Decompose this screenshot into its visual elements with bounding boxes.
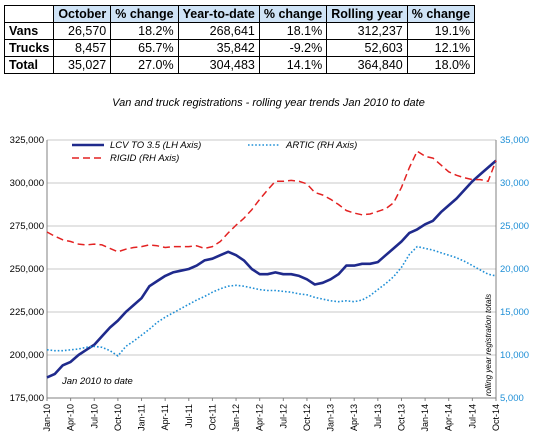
- y-tick-label: 250,000: [10, 264, 44, 275]
- x-tick-label: Apr-11: [160, 404, 170, 430]
- chart-title: Van and truck registrations - rolling ye…: [112, 97, 425, 109]
- chart-annotation: Jan 2010 to date: [61, 376, 133, 387]
- x-tick-label: Jul-11: [184, 404, 194, 428]
- x-tick-label: Jan-13: [326, 404, 336, 432]
- row-label: Total: [3, 56, 55, 74]
- x-tick-label: Jan-10: [42, 404, 52, 432]
- y2-tick-label: 5,000: [500, 393, 524, 404]
- y2-tick-label: 20,000: [500, 264, 529, 275]
- series-line-artic: [46, 245, 497, 357]
- table-cell: 8,457: [53, 39, 112, 57]
- y2-tick-label: 15,000: [500, 307, 529, 318]
- y2-tick-label: 35,000: [500, 135, 529, 146]
- table-cell: 268,641: [177, 22, 260, 40]
- x-tick-label: Jan-11: [137, 404, 147, 431]
- y-tick-label: 325,000: [10, 135, 44, 146]
- x-tick-label: Apr-13: [349, 404, 359, 431]
- table-cell: 18.0%: [406, 56, 476, 74]
- legend-label: RIGID (RH Axis): [110, 153, 179, 164]
- summary-table: October% change Year-to-date% change Rolli…: [3, 5, 476, 74]
- y-tick-label: 300,000: [10, 178, 44, 189]
- x-tick-label: Jan-12: [231, 404, 241, 432]
- table-cell: 65.7%: [110, 39, 179, 57]
- x-tick-label: Oct-13: [396, 404, 406, 431]
- table-cell: 18.1%: [258, 22, 328, 40]
- x-tick-label: Oct-11: [207, 404, 217, 430]
- table-corner: [3, 5, 55, 23]
- x-tick-label: Apr-14: [444, 404, 454, 431]
- y2-axis-label: rolling year registration totals: [484, 294, 493, 396]
- y-tick-label: 175,000: [10, 393, 44, 404]
- x-tick-label: Apr-12: [255, 404, 265, 431]
- y-tick-label: 275,000: [10, 221, 44, 232]
- series-line-lcv: [46, 159, 497, 379]
- table-cell: 14.1%: [258, 56, 328, 74]
- x-tick-label: Oct-14: [491, 404, 501, 431]
- x-tick-label: Oct-12: [302, 404, 312, 431]
- table-header: Year-to-date: [177, 5, 260, 23]
- table-cell: 27.0%: [110, 56, 179, 74]
- row-label: Vans: [3, 22, 55, 40]
- y2-tick-label: 25,000: [500, 221, 529, 232]
- x-tick-label: Jul-14: [467, 404, 477, 429]
- table-header: October: [53, 5, 112, 23]
- row-label: Trucks: [3, 39, 55, 57]
- x-tick-label: Oct-10: [113, 404, 123, 431]
- table-cell: 18.2%: [110, 22, 179, 40]
- x-tick-label: Jul-12: [278, 404, 288, 429]
- table-row: Total 35,027 27.0% 304,483 14.1% 364,840 18.0%: [3, 56, 476, 74]
- y2-tick-label: 10,000: [500, 350, 529, 361]
- x-tick-label: Jul-13: [373, 404, 383, 429]
- legend-label: ARTIC (RH Axis): [285, 140, 357, 151]
- table-cell: 52,603: [326, 39, 408, 57]
- x-tick-label: Apr-10: [66, 404, 76, 431]
- table-cell: 364,840: [326, 56, 408, 74]
- table-cell: 35,027: [53, 56, 112, 74]
- y2-tick-label: 30,000: [500, 178, 529, 189]
- x-tick-label: Jan-14: [420, 404, 430, 432]
- legend-label: LCV TO 3.5 (LH Axis): [110, 140, 201, 151]
- x-tick-label: Jul-10: [89, 404, 99, 429]
- table-row: Vans 26,570 18.2% 268,641 18.1% 312,237 19.1%: [3, 22, 476, 40]
- y-tick-label: 225,000: [10, 307, 44, 318]
- series-line-rigid: [46, 150, 497, 253]
- y-tick-label: 200,000: [10, 350, 44, 361]
